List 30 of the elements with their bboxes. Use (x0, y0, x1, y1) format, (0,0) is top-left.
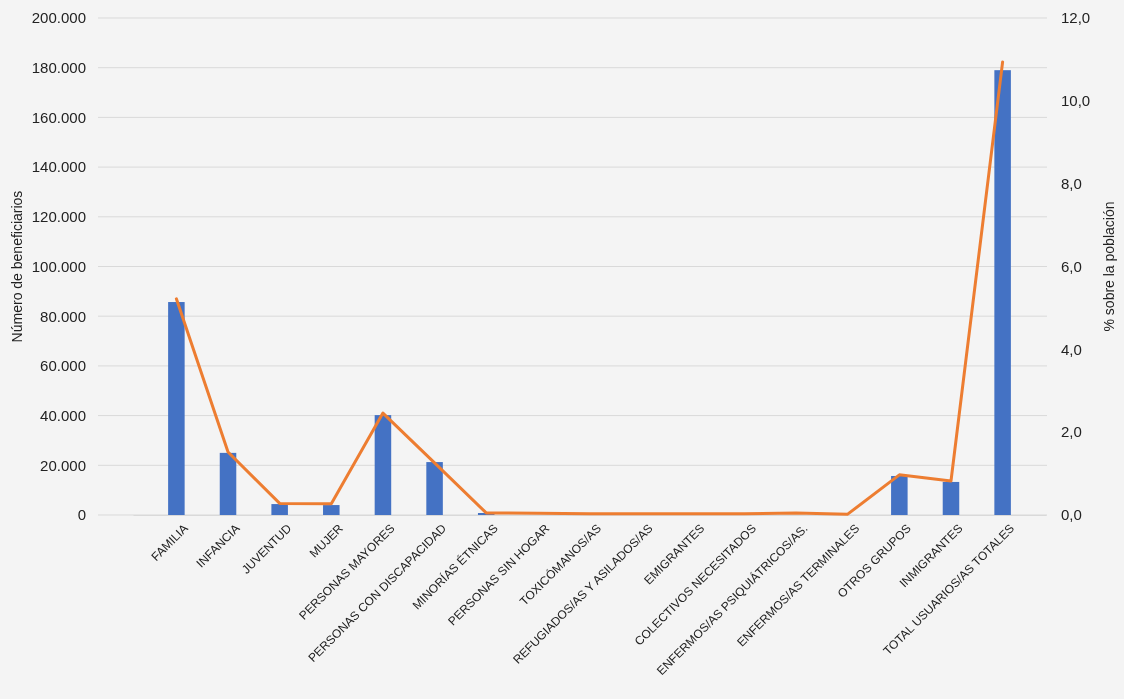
bar (219, 452, 237, 515)
y2-tick-label: 4,0 (1061, 340, 1082, 358)
y2-axis-title: % sobre la población (1101, 201, 1117, 332)
y-axis-title: Número de beneficiarios (9, 190, 25, 343)
y2-tick-label: 8,0 (1061, 174, 1082, 192)
y2-tick-label: 6,0 (1061, 257, 1082, 275)
y-tick-label: 80.000 (40, 307, 86, 325)
bar (891, 475, 908, 515)
y-tick-label: 40.000 (40, 406, 86, 424)
bar (323, 505, 340, 515)
bar (942, 481, 960, 515)
y-tick-label: 60.000 (40, 357, 86, 375)
y2-tick-label: 10,0 (1061, 92, 1091, 110)
bar (994, 70, 1011, 515)
bar (168, 302, 185, 515)
y-tick-label: 180.000 (31, 59, 86, 76)
line-series (174, 60, 1005, 516)
y2-tick-label: 0,0 (1061, 506, 1082, 524)
y-tick-label: 200.000 (31, 9, 86, 27)
y2-tick-label: 2,0 (1061, 423, 1082, 441)
y-tick-label: 120.000 (31, 208, 86, 226)
bar (426, 462, 443, 515)
y-tick-label: 100.000 (31, 257, 86, 275)
bar (271, 504, 288, 515)
bar (374, 415, 392, 515)
y-tick-label: 140.000 (31, 158, 86, 176)
y-tick-label: 160.000 (31, 108, 86, 126)
y2-tick-label: 12,0 (1061, 9, 1091, 27)
y-tick-label: 0 (77, 506, 86, 524)
y-tick-label: 20.000 (40, 456, 86, 474)
